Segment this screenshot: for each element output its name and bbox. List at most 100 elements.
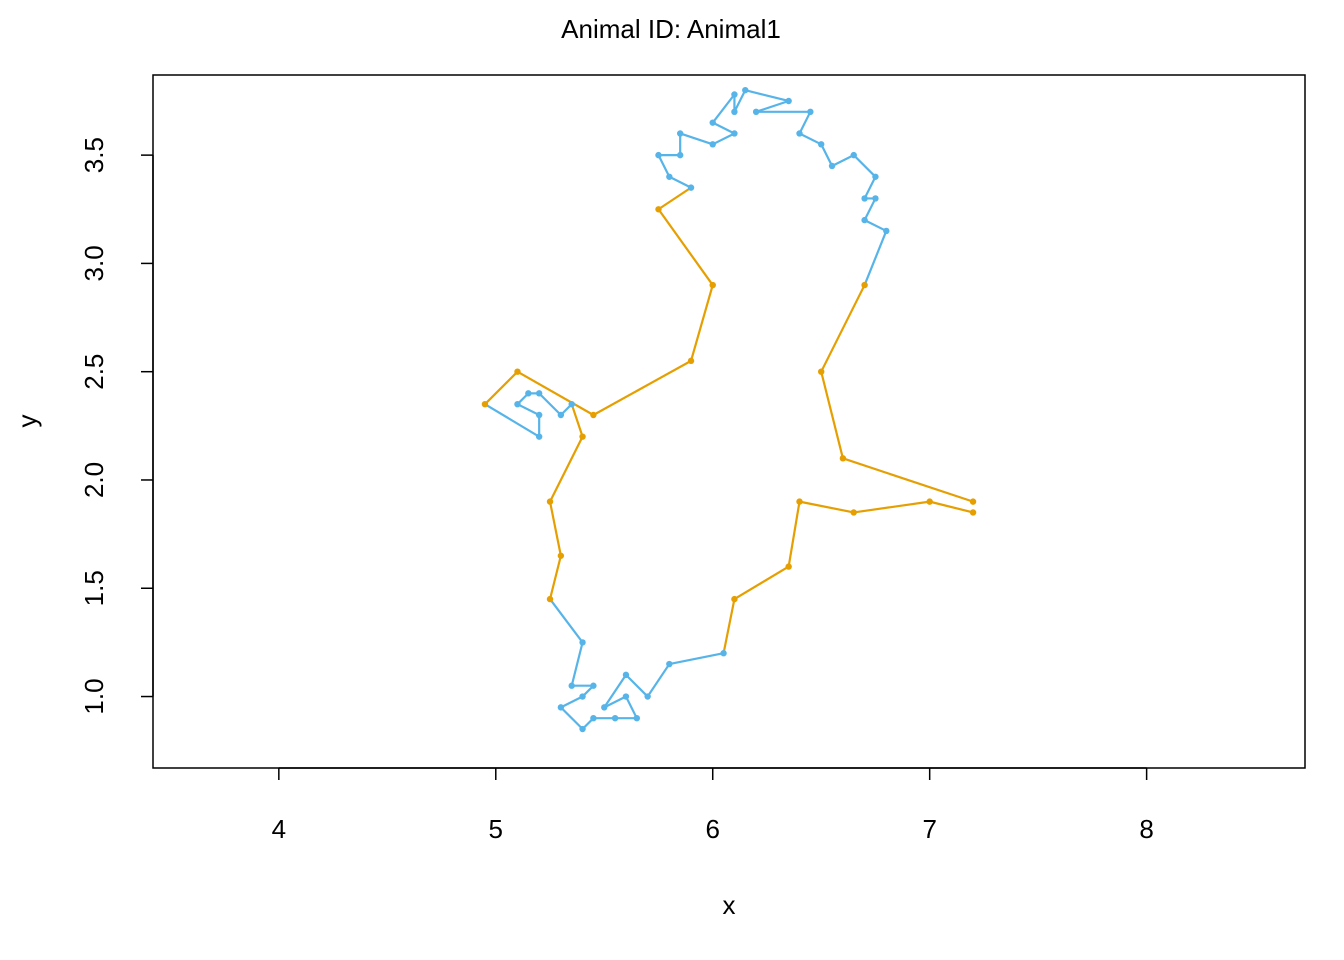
y-tick-label: 1.0: [79, 678, 109, 714]
y-axis-label: y: [12, 415, 42, 428]
track-segment: [548, 554, 562, 601]
track-point: [557, 552, 565, 559]
track-segment: [863, 175, 877, 200]
track-point: [546, 498, 554, 505]
track-point: [731, 108, 738, 116]
track-segment: [570, 641, 584, 687]
track-point: [839, 455, 847, 462]
track-point: [579, 693, 586, 700]
chart-title: Animal ID: Animal1: [561, 14, 781, 44]
track-point: [568, 682, 575, 689]
track-point: [590, 411, 597, 419]
track-point: [590, 682, 597, 689]
track-point: [861, 216, 868, 224]
track-point: [655, 151, 662, 159]
track-point: [655, 206, 662, 213]
track-point: [676, 151, 684, 159]
x-tick-label: 7: [922, 814, 936, 844]
track-segment: [657, 208, 714, 287]
track-segment: [798, 132, 823, 146]
track-point: [969, 509, 977, 516]
track-segment: [820, 283, 866, 373]
x-tick-label: 5: [489, 814, 503, 844]
track-point: [535, 411, 543, 419]
track-point: [861, 281, 868, 289]
track-segment: [592, 359, 693, 417]
track-point: [796, 498, 803, 505]
track-point: [872, 195, 879, 202]
y-tick-label: 3.5: [79, 137, 109, 173]
track-segment: [711, 93, 736, 124]
track-point: [557, 704, 565, 711]
track-point: [785, 97, 792, 105]
x-axis-label: x: [723, 890, 736, 920]
track-point: [525, 390, 532, 397]
track-segment: [603, 695, 628, 709]
track-point: [481, 400, 489, 408]
track-point: [579, 433, 586, 440]
track-point: [601, 704, 608, 711]
track-point: [850, 151, 857, 159]
track-point: [969, 498, 977, 505]
track-segment: [657, 186, 693, 211]
y-tick-label: 2.0: [79, 462, 109, 498]
track-segment: [733, 565, 790, 601]
track-point: [579, 639, 586, 646]
track-points: [481, 86, 977, 733]
x-tick-label: 4: [272, 814, 286, 844]
track-point: [687, 184, 695, 191]
track-segment: [516, 370, 595, 417]
track-point: [709, 119, 716, 126]
track-point: [872, 173, 879, 180]
track-segment: [928, 500, 975, 514]
track-segment: [538, 392, 562, 417]
track-point: [850, 509, 857, 516]
track-point: [807, 108, 814, 116]
track-segment: [711, 121, 736, 135]
track-segment: [722, 597, 736, 655]
plot-frame: [152, 74, 1306, 769]
track-point: [666, 173, 673, 180]
track-segment: [483, 370, 519, 406]
track-segment: [668, 652, 725, 666]
track-segment: [483, 403, 541, 438]
track-point: [731, 130, 738, 137]
y-tick-label: 2.5: [79, 354, 109, 390]
x-tick-label: 6: [705, 814, 719, 844]
track-segment: [798, 500, 855, 514]
track-point: [666, 660, 673, 668]
x-tick-label: 8: [1139, 814, 1153, 844]
track-segment: [830, 154, 855, 168]
track-point: [579, 725, 586, 733]
track-segment: [668, 175, 693, 189]
track-segment: [863, 229, 888, 287]
track-segment: [516, 403, 541, 417]
track-point: [568, 400, 575, 408]
track-point: [818, 141, 825, 148]
track-segment: [603, 673, 628, 709]
track-segment: [744, 89, 790, 103]
y-tick-label: 1.5: [79, 570, 109, 606]
track-segment: [624, 695, 638, 720]
track-segment: [657, 154, 671, 178]
track-point: [742, 86, 749, 94]
track-segments: [483, 89, 975, 731]
track-point: [818, 368, 825, 375]
track-point: [546, 595, 554, 603]
track-point: [926, 498, 933, 505]
track-segment: [787, 500, 801, 568]
track-point: [622, 671, 630, 679]
track-point: [687, 357, 695, 365]
track-point: [633, 714, 640, 722]
track-segment: [755, 99, 790, 113]
track-segment: [820, 143, 834, 168]
track-point: [514, 400, 521, 408]
track-segment: [548, 500, 562, 557]
track-segment: [820, 370, 844, 460]
track-point: [752, 108, 760, 116]
track-point: [709, 141, 716, 148]
track-point: [622, 693, 630, 700]
track-segment: [559, 706, 584, 731]
track-point: [535, 433, 543, 440]
